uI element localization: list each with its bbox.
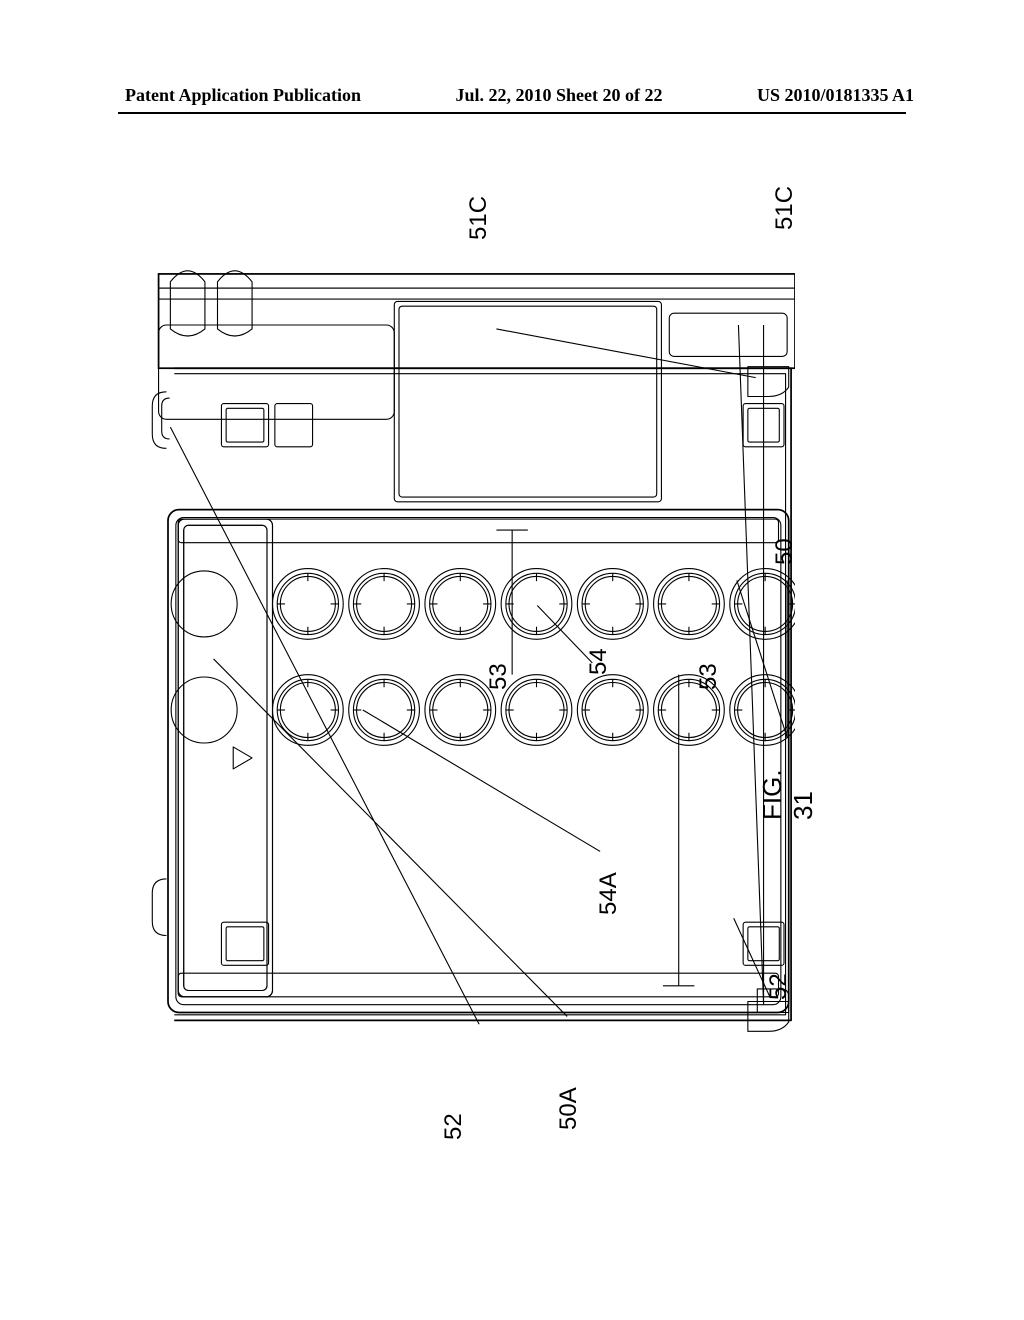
page-header: Patent Application Publication Jul. 22, … xyxy=(0,85,1024,106)
header-rule xyxy=(118,112,906,114)
header-left: Patent Application Publication xyxy=(125,85,361,106)
ref-50a: 50A xyxy=(555,1087,583,1130)
ref-51c-upper: 51C xyxy=(465,196,493,240)
header-right: US 2010/0181335 A1 xyxy=(757,85,914,106)
figure-drawing xyxy=(135,160,795,1150)
ref-54: 54 xyxy=(585,648,613,675)
figure-label: FIG. 31 xyxy=(757,769,819,820)
header-center: Jul. 22, 2010 Sheet 20 of 22 xyxy=(456,85,663,106)
ref-53-upper: 53 xyxy=(485,663,513,690)
ref-53-lower: 53 xyxy=(695,663,723,690)
ref-54a: 54A xyxy=(595,872,623,915)
ref-52-upper: 52 xyxy=(440,1113,468,1140)
ref-50: 50 xyxy=(771,538,799,565)
ref-52-lower: 52 xyxy=(765,973,793,1000)
ref-51c-lower: 51C xyxy=(771,186,799,230)
patent-figure: FIG. 31 51C 51C 50 53 53 54 54A 50A 52 5… xyxy=(135,160,795,1150)
